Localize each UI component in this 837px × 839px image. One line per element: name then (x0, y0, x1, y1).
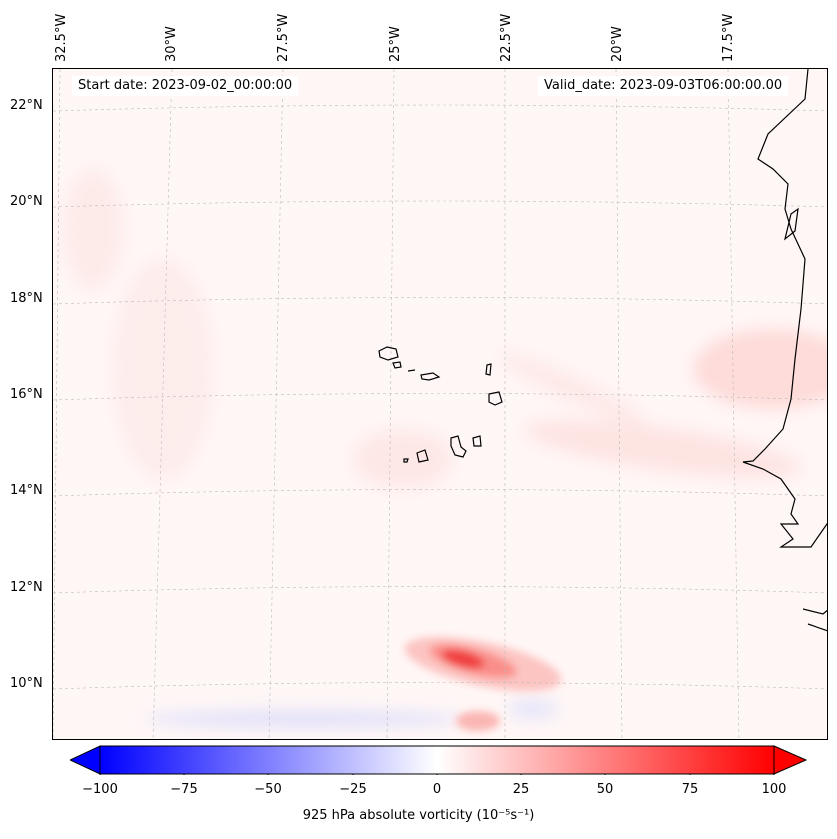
vorticity-map (52, 68, 828, 740)
map-canvas (53, 69, 827, 739)
cape-verde-islands (378, 346, 503, 463)
lat-label: 16°N (10, 387, 43, 402)
lon-label: 25°W (388, 26, 403, 62)
colorbar-tick: 25 (512, 782, 530, 797)
colorbar-tick: 0 (432, 782, 442, 797)
colorbar-tick: −75 (170, 782, 198, 797)
lat-label: 12°N (10, 580, 43, 595)
lon-label: 30°W (164, 26, 179, 62)
lat-label: 10°N (10, 676, 43, 691)
lon-label: 32.5°W (54, 13, 69, 62)
vorticity-field (63, 169, 827, 731)
colorbar-tick: −50 (254, 782, 282, 797)
valid-date-label: Valid_date: 2023-09-03T06:00:00.00 (538, 76, 789, 96)
lon-label: 17.5°W (721, 13, 736, 62)
graticule (53, 69, 827, 739)
colorbar-tick: 100 (761, 782, 787, 797)
coastline (742, 69, 827, 632)
colorbar-tick: −100 (82, 782, 118, 797)
colorbar-label: 925 hPa absolute vorticity (10⁻⁵s⁻¹) (302, 808, 535, 823)
lat-label: 18°N (10, 291, 43, 306)
colorbar-min-extend (70, 745, 101, 775)
colorbar-tick: 50 (596, 782, 614, 797)
lat-label: 14°N (10, 483, 43, 498)
start-date-label: Start date: 2023-09-02_00:00:00 (72, 76, 299, 96)
colorbar (70, 745, 808, 775)
colorbar-max-extend (773, 745, 808, 775)
colorbar-tick: −25 (339, 782, 367, 797)
lat-label: 20°N (10, 194, 43, 209)
colorbar-gradient (99, 745, 775, 775)
lon-label: 20°W (610, 26, 625, 62)
lon-label: 22.5°W (499, 13, 514, 62)
lon-label: 27.5°W (276, 13, 291, 62)
lat-label: 22°N (10, 98, 43, 113)
colorbar-tick: 75 (681, 782, 699, 797)
